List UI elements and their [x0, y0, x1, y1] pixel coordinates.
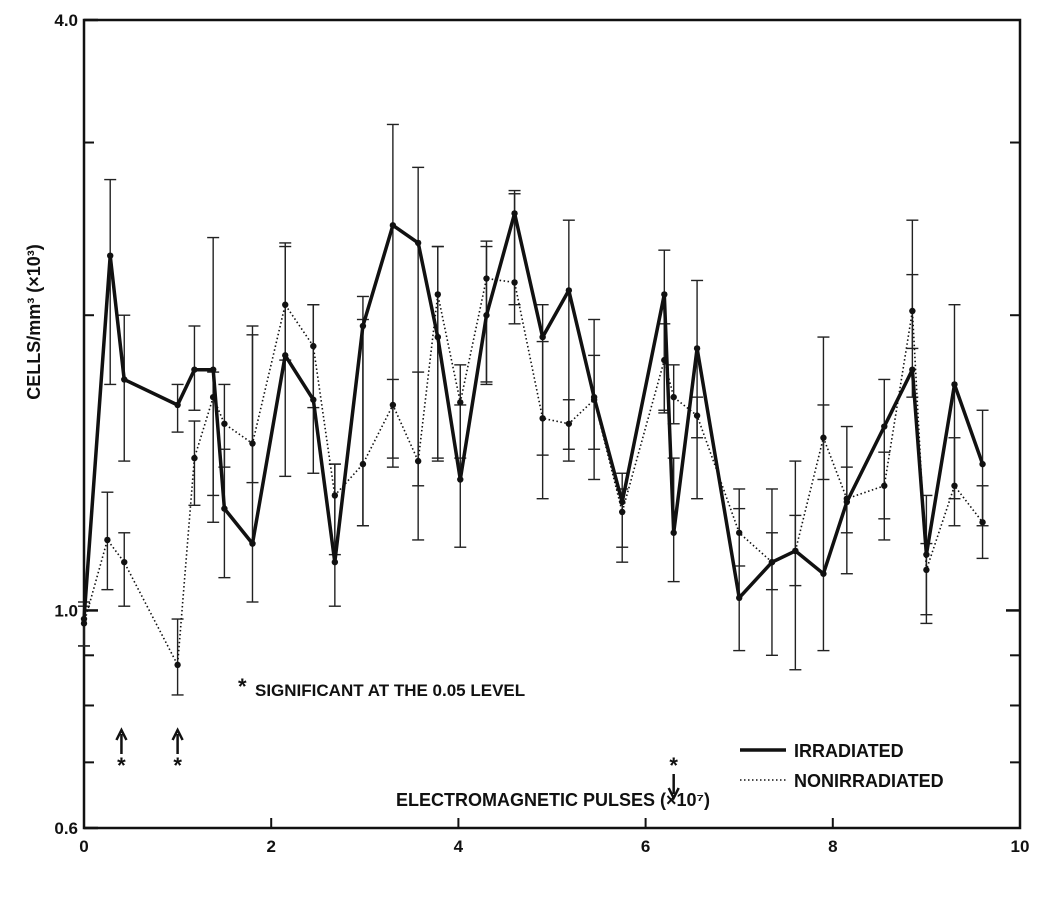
irradiated-data-point — [249, 540, 256, 547]
irradiated-data-point — [693, 345, 701, 352]
x-axis-ticks: 0 2 4 6 8 10 — [79, 818, 1029, 856]
nonirradiated-data-point — [104, 536, 111, 544]
asterisk-icon: * — [173, 753, 182, 778]
irradiated-data-point — [457, 476, 464, 483]
nonirradiated-data-point — [843, 495, 851, 502]
legend-nonirradiated-label: NONIRRADIATED — [794, 771, 944, 791]
y-tick-label: 0.6 — [54, 819, 78, 838]
arrow-up-head — [115, 727, 128, 741]
irradiated-data-point — [820, 570, 827, 577]
nonirradiated-data-point — [191, 454, 198, 462]
nonirradiated-data-point — [80, 620, 88, 627]
nonirradiated-data-point — [792, 547, 799, 555]
nonirradiated-data-point — [221, 420, 228, 427]
irradiated-data-point — [434, 333, 442, 341]
nonirradiated-data-point — [951, 482, 958, 489]
irradiated-data-point — [661, 291, 668, 298]
nonirradiated-data-point — [768, 558, 776, 566]
y-axis-title: CELLS/mm³ (×10³) — [24, 244, 44, 400]
nonirradiated-data-point — [414, 457, 422, 465]
irradiated-data-point — [174, 401, 181, 409]
irradiated-data-point — [107, 252, 114, 259]
irradiated-data-point — [221, 505, 228, 512]
significance-note: * SIGNIFICANT AT THE 0.05 LEVEL — [238, 674, 525, 700]
significance-marks: * * * — [115, 727, 680, 801]
nonirradiated-data-point — [565, 420, 573, 427]
arrow-up-head — [171, 727, 184, 741]
nonirradiated-data-point — [282, 301, 289, 308]
irradiated-data-point — [539, 333, 546, 341]
x-tick-label: 10 — [1011, 837, 1030, 856]
x-tick-label: 0 — [79, 837, 88, 856]
nonirradiated-data-point — [670, 393, 677, 401]
x-tick-label: 4 — [454, 837, 464, 856]
nonirradiated-data-point — [249, 440, 256, 447]
nonirradiated-data-point — [619, 508, 626, 516]
nonirradiated-data-point — [693, 412, 701, 419]
irradiated-data-point — [736, 594, 743, 602]
irradiated-data-point — [282, 352, 289, 359]
irradiated-data-point — [483, 312, 490, 319]
nonirradiated-data-point — [457, 399, 464, 406]
nonirradiated-data-point — [736, 529, 743, 536]
nonirradiated-data-point — [331, 492, 339, 499]
irradiated-data-point — [670, 529, 677, 536]
nonirradiated-data-point — [590, 396, 598, 403]
nonirradiated-data-point — [359, 460, 367, 468]
significance-note-text: SIGNIFICANT AT THE 0.05 LEVEL — [255, 681, 525, 700]
irradiated-data-point — [389, 222, 397, 229]
significance-marker: * — [115, 727, 128, 778]
irradiated-data-point — [909, 366, 916, 373]
nonirradiated-data-point — [121, 558, 128, 566]
irradiated-data-point — [331, 558, 339, 566]
nonirradiated-data-point — [209, 393, 217, 401]
irradiated-data-point — [191, 366, 198, 373]
irradiated-data-point — [619, 498, 626, 506]
irradiated-data-point — [565, 287, 573, 294]
nonirradiated-data-point — [909, 307, 916, 315]
nonirradiated-data-point — [389, 401, 397, 409]
irradiated-data-point — [121, 376, 128, 383]
nonirradiated-data-point — [881, 482, 888, 489]
nonirradiated-data-point — [923, 566, 930, 574]
irradiated-data-point — [511, 210, 518, 217]
plot-border — [82, 18, 1022, 830]
nonirradiated-data-point — [820, 434, 827, 441]
nonirradiated-series-line — [83, 277, 984, 666]
x-tick-label: 2 — [266, 837, 275, 856]
arrow-down-head — [667, 787, 680, 801]
x-axis-title: ELECTROMAGNETIC PULSES (×10⁷) — [396, 790, 710, 810]
significance-marker: * — [171, 727, 184, 778]
asterisk-icon: * — [117, 753, 126, 778]
significance-marker: * — [667, 753, 680, 801]
asterisk-icon: * — [238, 674, 247, 699]
nonirradiated-data-point — [174, 661, 181, 669]
y-axis-ticks: 4.0 1.0 0.6 — [54, 11, 98, 838]
nonirradiated-data-point — [979, 519, 986, 526]
x-tick-label: 8 — [828, 837, 837, 856]
asterisk-icon: * — [669, 753, 678, 778]
nonirradiated-data-point — [434, 291, 442, 298]
nonirradiated-data-point — [511, 279, 518, 286]
nonirradiated-data-point — [539, 415, 546, 422]
irradiated-data-point — [951, 381, 958, 388]
irradiated-data-point — [979, 460, 986, 468]
legend-irradiated-label: IRRADIATED — [794, 741, 904, 761]
irradiated-data-point — [359, 322, 367, 330]
y-tick-label: 1.0 — [54, 601, 78, 620]
irradiated-data-point — [310, 396, 317, 403]
irradiated-data-point — [881, 423, 888, 430]
data-points — [80, 210, 986, 669]
x-tick-label: 6 — [641, 837, 650, 856]
nonirradiated-data-point — [310, 342, 317, 350]
nonirradiated-data-point — [661, 356, 668, 364]
irradiated-data-point — [414, 239, 422, 247]
irradiated-data-point — [209, 366, 217, 373]
plot-frame — [82, 18, 1022, 830]
nonirradiated-data-point — [483, 275, 490, 282]
legend: IRRADIATED NONIRRADIATED — [740, 741, 944, 791]
y-tick-label: 4.0 — [54, 11, 78, 30]
irradiated-data-point — [923, 551, 930, 558]
